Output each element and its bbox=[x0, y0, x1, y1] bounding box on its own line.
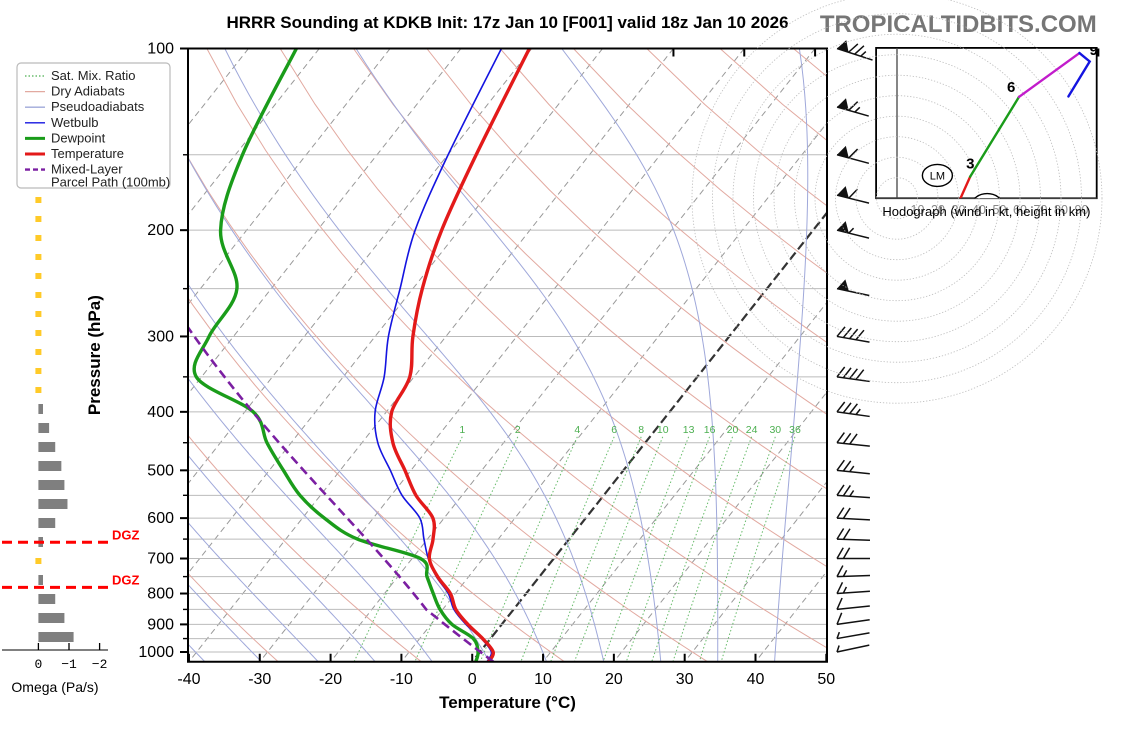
svg-text:50: 50 bbox=[817, 671, 835, 688]
svg-text:16: 16 bbox=[704, 424, 716, 436]
svg-text:0: 0 bbox=[34, 657, 42, 672]
svg-text:300: 300 bbox=[147, 328, 174, 345]
svg-text:30: 30 bbox=[676, 671, 694, 688]
svg-text:-40: -40 bbox=[177, 671, 200, 688]
svg-text:−1: −1 bbox=[61, 657, 77, 672]
svg-text:0: 0 bbox=[468, 671, 477, 688]
svg-text:24: 24 bbox=[746, 424, 758, 436]
svg-text:30: 30 bbox=[769, 424, 781, 436]
svg-text:8: 8 bbox=[638, 424, 644, 436]
svg-text:HRRR Sounding at KDKB Init: 17: HRRR Sounding at KDKB Init: 17z Jan 10 [… bbox=[226, 13, 788, 32]
svg-text:20: 20 bbox=[605, 671, 623, 688]
svg-text:3: 3 bbox=[966, 156, 974, 173]
svg-text:-30: -30 bbox=[248, 671, 271, 688]
svg-text:1: 1 bbox=[930, 219, 938, 236]
svg-text:6: 6 bbox=[611, 424, 617, 436]
svg-text:10: 10 bbox=[534, 671, 552, 688]
svg-text:9: 9 bbox=[1089, 42, 1097, 59]
svg-text:-10: -10 bbox=[390, 671, 413, 688]
svg-text:20: 20 bbox=[727, 424, 739, 436]
svg-text:Pseudoadiabats: Pseudoadiabats bbox=[51, 99, 145, 114]
svg-text:Wetbulb: Wetbulb bbox=[51, 115, 98, 130]
svg-text:Dewpoint: Dewpoint bbox=[51, 130, 106, 145]
svg-text:2: 2 bbox=[515, 424, 521, 436]
svg-text:6: 6 bbox=[1007, 79, 1015, 96]
svg-text:−2: −2 bbox=[92, 657, 108, 672]
svg-text:-20: -20 bbox=[319, 671, 342, 688]
svg-text:600: 600 bbox=[147, 510, 174, 527]
svg-text:10: 10 bbox=[657, 424, 669, 436]
svg-text:200: 200 bbox=[147, 222, 174, 239]
svg-text:13: 13 bbox=[683, 424, 695, 436]
svg-text:TROPICALTIDBITS.COM: TROPICALTIDBITS.COM bbox=[820, 11, 1097, 38]
svg-text:Dry Adiabats: Dry Adiabats bbox=[51, 84, 125, 99]
svg-text:800: 800 bbox=[147, 586, 174, 603]
svg-text:Temperature (°C): Temperature (°C) bbox=[439, 693, 576, 712]
svg-text:Omega (Pa/s): Omega (Pa/s) bbox=[11, 679, 98, 695]
svg-text:40: 40 bbox=[747, 671, 765, 688]
svg-text:2: 2 bbox=[955, 226, 963, 243]
svg-text:700: 700 bbox=[147, 551, 174, 568]
svg-text:1000: 1000 bbox=[138, 644, 174, 661]
svg-text:DGZ: DGZ bbox=[112, 572, 140, 587]
svg-text:DGZ: DGZ bbox=[112, 527, 140, 542]
svg-text:500: 500 bbox=[147, 462, 174, 479]
svg-text:Parcel Path (100mb): Parcel Path (100mb) bbox=[51, 175, 170, 190]
svg-text:Hodograph (wind in kt, height: Hodograph (wind in kt, height in km) bbox=[882, 204, 1090, 219]
svg-text:Sat. Mix. Ratio: Sat. Mix. Ratio bbox=[51, 68, 136, 83]
svg-text:4: 4 bbox=[574, 424, 580, 436]
svg-text:36: 36 bbox=[789, 424, 801, 436]
svg-text:LM: LM bbox=[930, 170, 945, 182]
svg-text:1: 1 bbox=[459, 424, 465, 436]
svg-text:Temperature: Temperature bbox=[51, 146, 124, 161]
svg-text:100: 100 bbox=[147, 40, 174, 57]
svg-text:Pressure (hPa): Pressure (hPa) bbox=[85, 295, 104, 415]
svg-text:400: 400 bbox=[147, 404, 174, 421]
svg-text:900: 900 bbox=[147, 616, 174, 633]
